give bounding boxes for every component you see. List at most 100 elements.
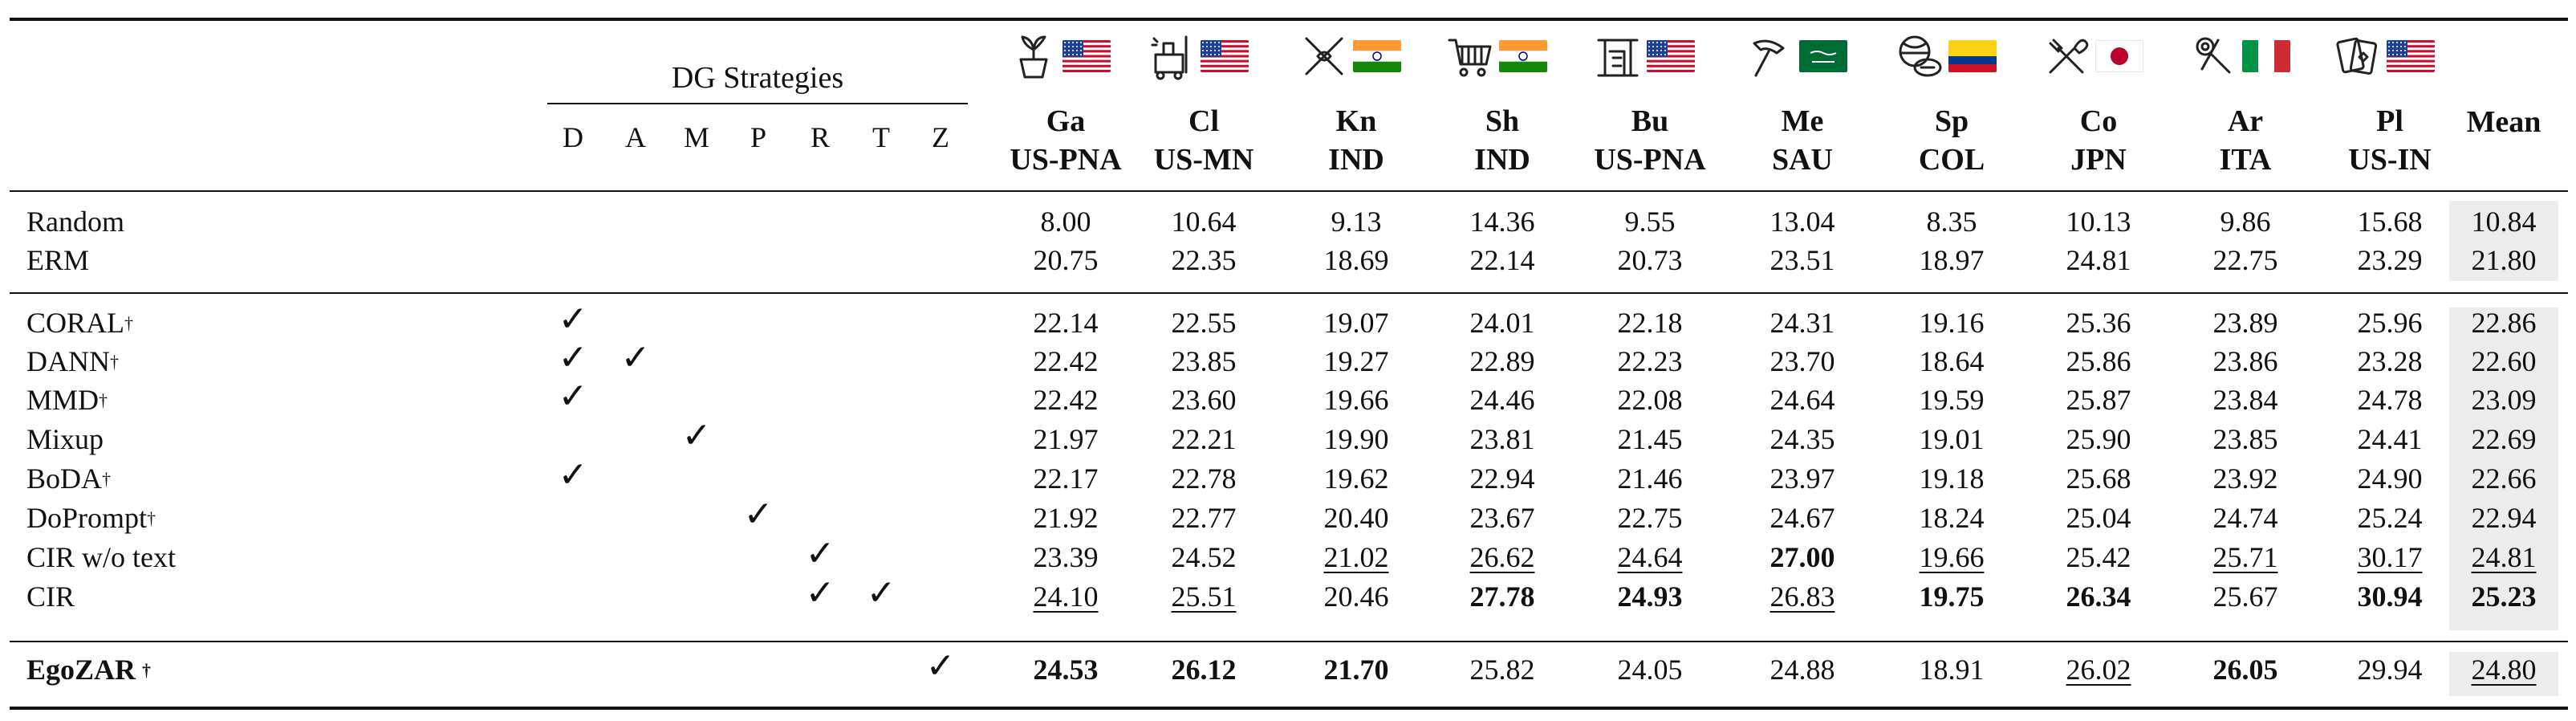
method-name: BoDA† xyxy=(26,464,111,493)
score-value: 22.75 xyxy=(1617,502,1683,534)
score-value: 19.18 xyxy=(1919,462,1985,495)
column-header-abbr: Bu xyxy=(1631,104,1669,138)
score-value: 24.10 xyxy=(1033,580,1099,613)
checkmark-icon: ✓ xyxy=(866,572,896,613)
score-value: 25.36 xyxy=(2066,307,2131,339)
mean-shade-ours xyxy=(2449,652,2558,696)
india-flag xyxy=(1353,40,1401,72)
score-value: 27.00 xyxy=(1769,541,1835,573)
method-name-text: ERM xyxy=(26,244,90,276)
us-flag xyxy=(2387,40,2435,72)
score-value: 25.24 xyxy=(2357,502,2423,534)
score-value: 19.90 xyxy=(1323,423,1389,455)
score-value: 10.13 xyxy=(2066,206,2131,238)
strategy-letter-r: R xyxy=(810,121,830,153)
column-header-abbr: Pl xyxy=(2376,104,2403,138)
score-value: 24.05 xyxy=(1617,654,1683,686)
score-value: 26.83 xyxy=(1769,580,1835,613)
score-value: 19.75 xyxy=(1919,580,1985,613)
score-value: 19.16 xyxy=(1919,307,1985,339)
strategy-letter-a: A xyxy=(625,121,646,153)
score-value: 24.31 xyxy=(1769,307,1835,339)
dagger-mark: † xyxy=(142,660,152,680)
score-value: 19.01 xyxy=(1919,423,1985,455)
knitting-icon xyxy=(1300,32,1348,84)
gardening-column-icons xyxy=(1010,32,1138,88)
mean-value: 22.66 xyxy=(2471,462,2537,495)
mean-value: 24.81 xyxy=(2471,541,2537,573)
score-value: 23.97 xyxy=(1769,462,1835,495)
bottom-rule xyxy=(10,707,2568,710)
mean-value: 22.69 xyxy=(2471,423,2537,455)
score-value: 24.81 xyxy=(2066,244,2131,276)
cooking-column-icons xyxy=(2042,32,2171,88)
score-value: 22.75 xyxy=(2212,244,2278,276)
building-column-icons xyxy=(1594,32,1722,88)
us-flag xyxy=(1201,40,1249,72)
method-rule xyxy=(10,641,2568,642)
method-name: MMD† xyxy=(26,385,108,414)
mean-value: 23.09 xyxy=(2471,384,2537,416)
score-value: 24.78 xyxy=(2357,384,2423,416)
score-value: 22.89 xyxy=(1469,345,1535,377)
score-value: 21.46 xyxy=(1617,462,1683,495)
checkmark-icon: ✓ xyxy=(558,337,588,378)
dagger-mark: † xyxy=(102,469,112,489)
checkmark-icon: ✓ xyxy=(925,646,956,686)
method-name: DANN† xyxy=(26,347,119,376)
mean-value: 21.80 xyxy=(2471,244,2537,276)
score-value: 24.64 xyxy=(1617,541,1683,573)
score-value: 22.14 xyxy=(1033,307,1099,339)
score-value: 23.84 xyxy=(2212,384,2278,416)
score-value: 26.02 xyxy=(2066,654,2131,686)
strategy-letter-z: Z xyxy=(932,121,949,153)
method-name-text: DoPrompt xyxy=(26,502,148,534)
score-value: 24.41 xyxy=(2357,423,2423,455)
dagger-mark: † xyxy=(124,313,134,333)
score-value: 9.55 xyxy=(1624,206,1676,238)
method-name: EgoZAR † xyxy=(26,655,151,684)
score-value: 23.70 xyxy=(1769,345,1835,377)
column-header-region: SAU xyxy=(1771,143,1834,177)
method-name-text: CIR w/o text xyxy=(26,541,176,573)
score-value: 23.28 xyxy=(2357,345,2423,377)
mean-value: 25.23 xyxy=(2471,580,2537,613)
score-value: 23.85 xyxy=(2212,423,2278,455)
shopping-cart-column-icons xyxy=(1446,32,1574,88)
japan-flag xyxy=(2095,40,2143,72)
score-value: 15.68 xyxy=(2357,206,2423,238)
column-header-abbr: Sp xyxy=(1934,104,1969,138)
score-value: 24.01 xyxy=(1469,307,1535,339)
score-value: 25.86 xyxy=(2066,345,2131,377)
mean-value: 24.80 xyxy=(2471,654,2537,686)
score-value: 22.35 xyxy=(1171,244,1237,276)
method-name-text: BoDA xyxy=(26,462,103,495)
score-value: 22.17 xyxy=(1033,462,1099,495)
score-value: 14.36 xyxy=(1469,206,1535,238)
us-flag xyxy=(1647,40,1695,72)
mean-value: 10.84 xyxy=(2471,206,2537,238)
hammer-icon xyxy=(1746,32,1794,84)
dagger-mark: † xyxy=(110,352,119,372)
score-value: 23.29 xyxy=(2357,244,2423,276)
score-value: 25.71 xyxy=(2212,541,2278,573)
dagger-mark: † xyxy=(147,508,156,528)
score-value: 23.67 xyxy=(1469,502,1535,534)
checkmark-icon: ✓ xyxy=(558,299,588,340)
score-value: 25.51 xyxy=(1171,580,1237,613)
score-value: 22.42 xyxy=(1033,384,1099,416)
score-value: 26.34 xyxy=(2066,580,2131,613)
column-header-region: IND xyxy=(1328,143,1384,177)
score-value: 23.39 xyxy=(1033,541,1099,573)
score-value: 19.07 xyxy=(1323,307,1389,339)
score-value: 18.24 xyxy=(1919,502,1985,534)
score-value: 30.94 xyxy=(2357,580,2423,613)
mean-shade-methods xyxy=(2449,308,2558,630)
score-value: 9.86 xyxy=(2220,206,2271,238)
method-name: CIR w/o text xyxy=(26,543,176,572)
method-name-text: MMD xyxy=(26,384,100,416)
column-header-abbr: Cl xyxy=(1188,104,1219,138)
knitting-column-icons xyxy=(1300,32,1428,88)
score-value: 21.92 xyxy=(1033,502,1099,534)
score-value: 24.64 xyxy=(1769,384,1835,416)
